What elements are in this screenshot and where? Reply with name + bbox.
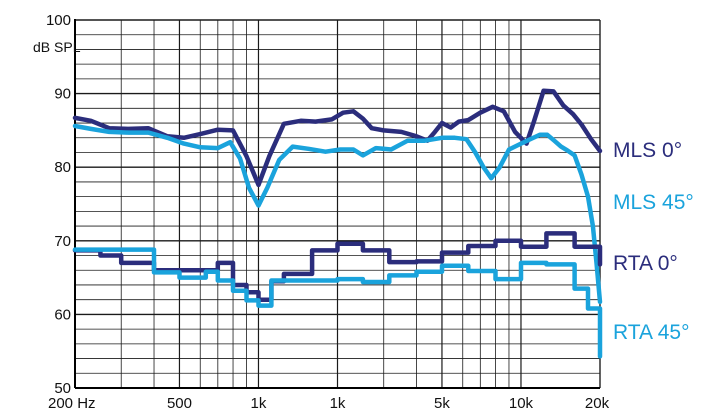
axes: [74, 19, 600, 389]
x-tick-label: 5k: [434, 395, 450, 412]
x-tick-label: 200 Hz: [48, 395, 96, 412]
y-tick-label: 50: [54, 380, 71, 397]
y-tick-label: 70: [54, 233, 71, 250]
y-axis-label: dB SPL: [33, 39, 81, 55]
series-labels: MLS 0° MLS 45° RTA 0° RTA 45°: [613, 139, 694, 344]
y-tick-label: 60: [54, 306, 71, 323]
x-tick-label: 1k: [330, 395, 346, 412]
x-tick-label: 20k: [585, 395, 610, 412]
series-line-mls-45: [72, 123, 603, 305]
grid: [74, 19, 601, 389]
y-tick-label: 90: [54, 86, 71, 103]
series-line-mls-0: [72, 88, 603, 188]
series-label-mls-45: MLS 45°: [613, 191, 694, 214]
x-tick-label: 1k: [251, 395, 267, 412]
tick-labels: 50 60 70 80 90 100 200 Hz 500 1k 1k 5k 10k 20k: [46, 12, 610, 412]
x-tick-label: 500: [167, 395, 192, 412]
series-lines: [72, 88, 603, 359]
y-tick-label: 80: [54, 159, 71, 176]
x-tick-label: 10k: [509, 395, 534, 412]
series-line-rta-45: [72, 247, 603, 359]
series-label-mls-0: MLS 0°: [613, 139, 682, 162]
series-label-rta-0: RTA 0°: [613, 252, 678, 275]
series-label-rta-45: RTA 45°: [613, 321, 690, 344]
y-tick-label: 100: [46, 12, 71, 29]
